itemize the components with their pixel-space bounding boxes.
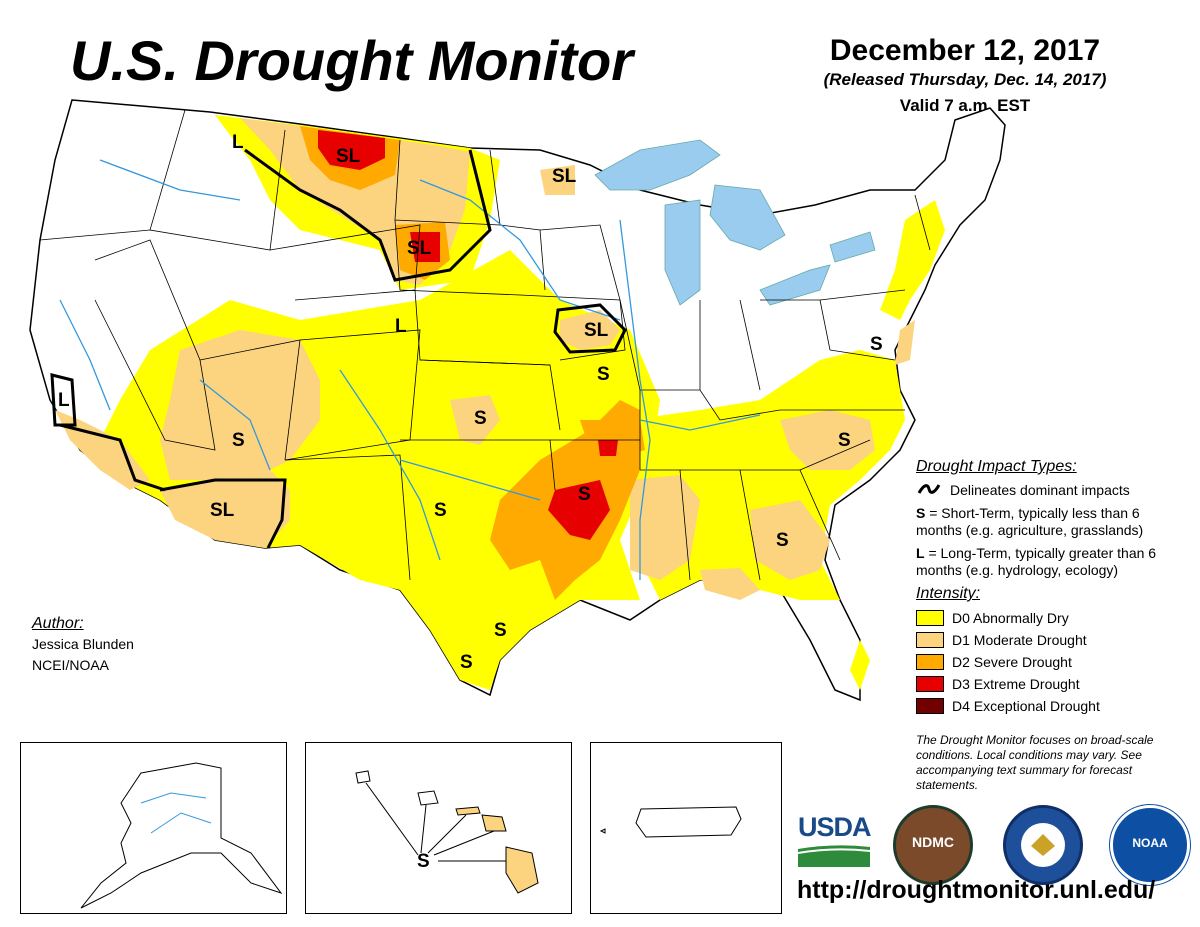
legend-d2-row: D2 Severe Drought [916,653,1186,670]
impact-label-l-california: L [58,390,70,411]
d4-label: D4 Exceptional Drought [952,697,1100,714]
impact-label-sl-southdakota: SL [407,238,432,259]
delineation-line-icon [917,484,941,494]
puerto-rico-map [599,806,742,838]
hawaii-map [355,770,539,894]
impact-label-s-oklahoma: S [434,500,447,521]
short-term-key: S [916,505,926,521]
intensity-heading: Intensity: [916,585,981,602]
legend-d1-row: D1 Moderate Drought [916,631,1186,648]
impact-label-sl-arizona: SL [210,500,235,521]
hawaii-inset: S [305,742,572,914]
disclaimer: The Drought Monitor focuses on broad-sca… [916,733,1154,792]
author-heading: Author: [32,615,84,632]
great-lakes [594,139,876,306]
d1-swatch [916,632,944,648]
impact-label-l-wyoming: L [395,316,407,337]
d3-label: D3 Extreme Drought [952,675,1080,692]
map-date: December 12, 2017 [829,34,1101,67]
eagle-icon [1021,823,1065,867]
d2-label: D2 Severe Drought [952,653,1072,670]
alaska-inset [20,742,287,914]
impact-label-s-utah: S [232,430,245,451]
d0-label: D0 Abnormally Dry [952,609,1069,626]
author-org: NCEI/NOAA [32,657,110,673]
legend-short-term-row: S = Short-Term, typically less than 6 mo… [916,505,1186,539]
noaa-logo: NOAA [1110,805,1190,885]
ndmc-logo-text: NDMC [912,834,954,850]
impact-types-heading: Drought Impact Types: [916,458,1077,475]
usda-logo-text: USDA [798,812,872,842]
impact-label-s-texas: S [494,620,507,641]
ndmc-logo: NDMC [893,805,973,885]
commerce-seal [1003,805,1083,885]
impact-label-sl-iowa: SL [584,320,609,341]
long-term-key: L [916,545,925,561]
long-term-text: = Long-Term, typically greater than 6 mo… [916,545,1157,578]
release-date: (Released Thursday, Dec. 14, 2017) [823,70,1107,89]
legend-d0-row: D0 Abnormally Dry [916,609,1186,626]
d3-swatch [916,676,944,692]
impact-label-sl-montana: SL [336,146,361,167]
noaa-logo-text: NOAA [1132,836,1168,850]
impact-label-s-georgia: S [776,530,789,551]
impact-boundaries [50,148,627,549]
d2-swatch [916,654,944,670]
d4-swatch [916,698,944,714]
website-url[interactable]: http://droughtmonitor.unl.edu/ [797,876,1156,904]
delineates-text: Delineates dominant impacts [950,482,1130,498]
legend-d3-row: D3 Extreme Drought [916,675,1186,692]
usda-logo: USDA [797,812,872,872]
legend-delineates-row: Delineates dominant impacts [916,482,1186,499]
impact-label-s-missouri: S [597,364,610,385]
d1-label: D1 Moderate Drought [952,631,1087,648]
impact-label-s-virginia: S [838,430,851,451]
short-term-text: = Short-Term, typically less than 6 mont… [916,505,1144,538]
usda-swoosh-icon [797,845,871,867]
d0-swatch [916,610,944,626]
legend: Drought Impact Types: Delineates dominan… [916,458,1186,719]
impact-label-s-maryland: S [870,334,883,355]
legend-long-term-row: L = Long-Term, typically greater than 6 … [916,545,1186,579]
impact-label-s-kansas: S [474,408,487,429]
legend-d4-row: D4 Exceptional Drought [916,697,1186,714]
impact-label-s-hawaii: S [417,851,430,872]
valid-time: Valid 7 a.m. EST [899,96,1031,115]
author-block: Author: Jessica Blunden NCEI/NOAA [32,613,134,676]
impact-label-s-texas-south: S [460,652,473,673]
author-name: Jessica Blunden [32,636,134,652]
impact-label-s-arkansas: S [578,484,591,505]
impact-label-sl-minnesota: SL [552,166,577,187]
impact-label-l-idaho: L [232,132,244,153]
puerto-rico-inset [590,742,782,914]
state-boundaries [39,109,931,581]
alaska-map [80,762,283,909]
map-title: U.S. Drought Monitor [70,29,634,92]
